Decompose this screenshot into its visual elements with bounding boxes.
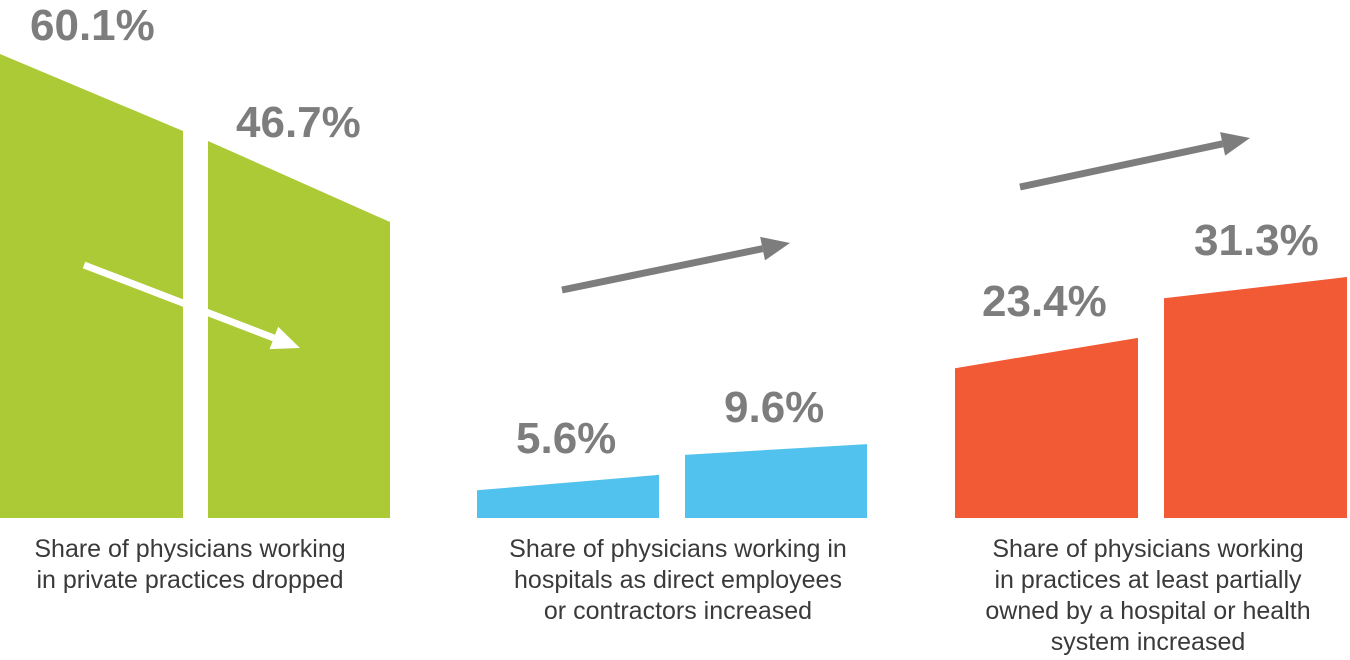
value-label-group2-2: 9.6% [724, 383, 824, 432]
value-label-group1-1: 60.1% [30, 1, 155, 50]
value-label-group3-1: 23.4% [982, 277, 1107, 326]
trend-arrow-shaft-group2 [561, 245, 764, 294]
value-label-group1-2: 46.7% [236, 98, 361, 147]
value-label-group3-2: 31.3% [1194, 216, 1319, 265]
trend-arrow-head-group2 [760, 236, 790, 261]
trend-arrow-shaft-group1 [82, 261, 276, 342]
caption-hospital-employees: Share of physicians working in hospitals… [509, 535, 847, 625]
trend-arrow-head-group1 [269, 326, 300, 350]
bar-group2-2 [685, 444, 867, 518]
bar-group2-1 [477, 474, 659, 518]
trend-arrow-head-group3 [1220, 132, 1250, 156]
caption-private-practices: Share of physicians working in private p… [34, 535, 346, 594]
trend-arrow-shaft-group3 [1019, 140, 1224, 191]
caption-hospital-owned-practices: Share of physicians working in practices… [985, 535, 1311, 656]
bar-group3-1 [955, 337, 1138, 518]
bar-group1-2 [208, 141, 390, 518]
value-label-group2-1: 5.6% [516, 414, 616, 463]
bar-group1-1 [0, 54, 183, 518]
bar-group3-2 [1164, 276, 1347, 518]
